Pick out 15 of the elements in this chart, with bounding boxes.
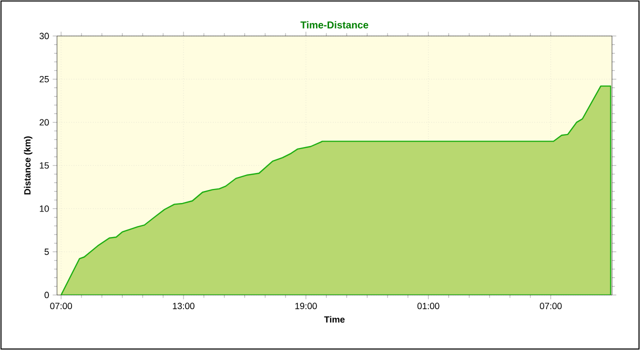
- y-tick-label: 20: [40, 119, 49, 126]
- x-axis-title: Time: [324, 316, 345, 323]
- x-tick-label: 01:00: [417, 302, 440, 310]
- y-tick-label: 5: [44, 248, 49, 255]
- x-tick-label: 19:00: [295, 302, 317, 310]
- y-tick-label: 30: [40, 32, 49, 40]
- y-tick-label: 0: [44, 292, 49, 298]
- x-tick-label: 07:00: [50, 302, 72, 310]
- chart-title: Time-Distance: [300, 21, 368, 28]
- y-tick-label: 15: [40, 162, 49, 169]
- y-tick-label: 25: [40, 76, 49, 82]
- x-tick-label: 07:00: [540, 302, 562, 310]
- x-tick-label: 13:00: [172, 302, 194, 310]
- y-tick-label: 10: [40, 205, 49, 212]
- y-axis-title: Distance (km): [24, 136, 32, 194]
